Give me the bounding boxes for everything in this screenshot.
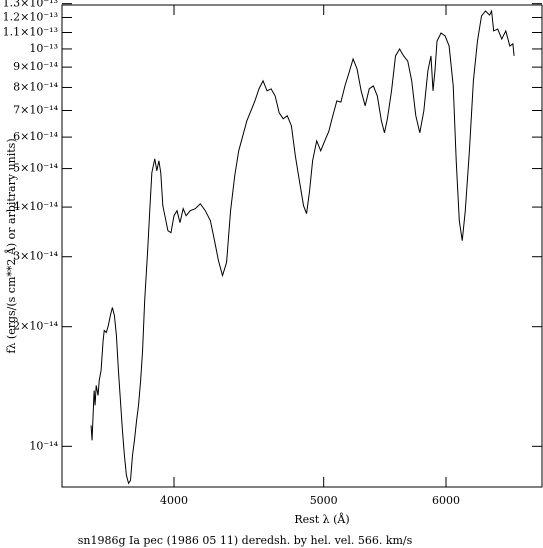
y-tick-label: 1.1×10⁻¹³ — [3, 25, 58, 38]
y-tick-label: 1.3×10⁻¹³ — [3, 0, 58, 10]
y-tick-label: 10⁻¹³ — [29, 42, 58, 55]
y-tick-label: 5×10⁻¹⁴ — [13, 162, 58, 175]
y-tick-label: 8×10⁻¹⁴ — [13, 80, 58, 93]
y-tick-label: 1.2×10⁻¹³ — [3, 10, 58, 23]
x-tick-label: 6000 — [432, 494, 460, 507]
y-tick-label: 3×10⁻¹⁴ — [13, 250, 58, 263]
y-tick-label: 2×10⁻¹⁴ — [13, 320, 58, 333]
y-tick-label: 7×10⁻¹⁴ — [13, 103, 58, 116]
spectrum-line — [90, 9, 515, 485]
y-tick-label: 6×10⁻¹⁴ — [13, 130, 58, 143]
caption: sn1986g Ia pec (1986 05 11) deredsh. by … — [78, 534, 413, 547]
y-axis-label: fλ (ergs/(s cm**2 Å) or arbitrary units) — [4, 138, 18, 353]
y-tick-label: 4×10⁻¹⁴ — [13, 200, 58, 213]
y-tick-label: 10⁻¹⁴ — [29, 439, 58, 452]
x-axis-label: Rest λ (Å) — [294, 512, 349, 526]
x-tick-label: 4000 — [160, 494, 188, 507]
x-tick-label: 5000 — [310, 494, 338, 507]
plot-frame — [61, 4, 543, 488]
y-tick-label: 9×10⁻¹⁴ — [13, 60, 58, 73]
